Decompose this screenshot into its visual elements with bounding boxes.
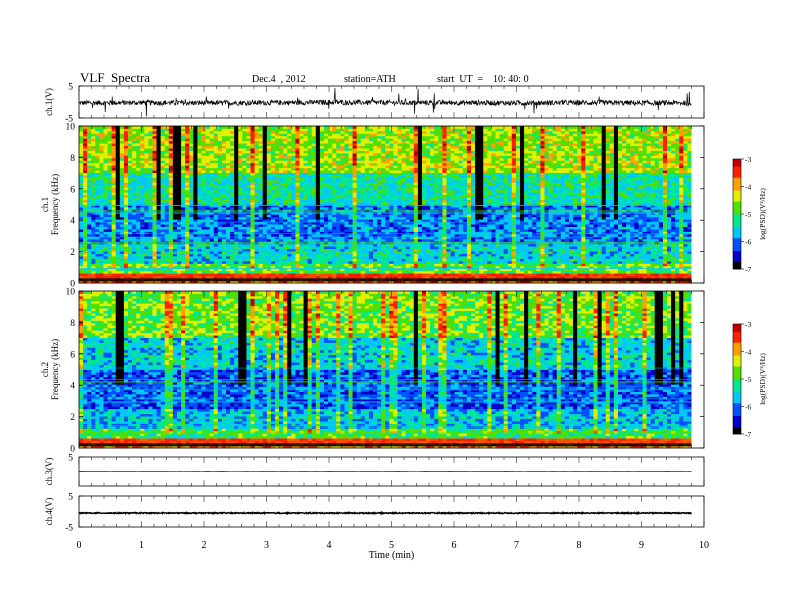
xtick-label: 1: [139, 540, 144, 551]
ch2-spectrogram-colorbar-tick-label: -5: [745, 375, 751, 384]
xtick-label: 4: [327, 540, 332, 551]
ch1-spectrogram-colorbar-tick-label: -7: [745, 265, 751, 274]
ch1-spectrogram-ylabel-freq: Frequency (kHz): [50, 174, 60, 235]
ch1-spectrogram-colorbar: [733, 159, 741, 270]
ch1-spectrogram-colorbar-tick-label: -3: [745, 155, 751, 164]
ch2-spectrogram-colorbar-tick-label: -7: [745, 430, 751, 439]
ch2-spectrogram-ytick-label: 10: [66, 288, 76, 298]
ch1-spectrogram-ytick-label: 10: [66, 123, 76, 133]
xaxis-label: Time (min): [369, 550, 414, 561]
ch4-waveform-ytick-label: 5: [68, 493, 73, 503]
ch3-waveform-ylabel: ch.3(V): [44, 458, 54, 486]
ch2-spectrogram-ylabel-channel: ch.2: [40, 362, 50, 377]
ch1-spectrogram-ytick-label: 2: [70, 248, 75, 258]
xtick-label: 3: [264, 540, 269, 551]
xtick-label: 9: [639, 540, 644, 551]
ch1-spectrogram-ytick-label: 0: [70, 280, 75, 290]
ch1-waveform-trace: [78, 87, 692, 117]
ch1-spectrogram-colorbar-tick-label: -4: [745, 183, 751, 192]
ch1-spectrogram-colorbar-tick-label: -6: [745, 238, 751, 247]
ch1-spectrogram-colorbar-tick-label: -5: [745, 210, 751, 219]
ch1-waveform-ylabel: ch.1(V): [44, 88, 54, 116]
ch4-waveform-trace: [78, 510, 692, 516]
ch2-spectrogram-ytick-label: 4: [70, 382, 75, 392]
xtick-label: 6: [452, 540, 457, 551]
ch2-spectrogram-ylabel-freq: Frequency (kHz): [50, 339, 60, 400]
ch1-waveform-ytick-label: 5: [68, 83, 73, 93]
ch1-waveform-ytick-label: -5: [65, 115, 73, 125]
xtick-label: 5: [389, 540, 394, 551]
ch1-spectrogram-colorbar-label: log(PSD)(V²/Hz): [758, 188, 767, 240]
ch2-spectrogram-colorbar-label: log(PSD)(V²/Hz): [758, 353, 767, 405]
ch2-spectrogram-ytick-label: 2: [70, 413, 75, 423]
ch2-spectrogram-ytick-label: 0: [70, 445, 75, 455]
ch1-spectrogram-image: [79, 126, 704, 284]
ch2-spectrogram-colorbar-tick-label: -4: [745, 348, 751, 357]
ch1-spectrogram-ytick-label: 4: [70, 217, 75, 227]
ch2-spectrogram-ytick-label: 8: [70, 319, 75, 329]
xtick-label: 2: [202, 540, 207, 551]
xtick-label: 7: [514, 540, 519, 551]
ch1-spectrogram-ytick-label: 8: [70, 154, 75, 164]
figure-title: VLF Spectra: [80, 70, 151, 85]
ch2-spectrogram-colorbar: [733, 324, 741, 435]
start-time-label: start UT = 10: 40: 0: [437, 74, 529, 85]
ch2-spectrogram-ytick-label: 6: [70, 350, 75, 360]
xtick-label: 8: [577, 540, 582, 551]
ch1-spectrogram-ytick-label: 6: [70, 185, 75, 195]
ch4-waveform-ytick-label: -5: [65, 524, 73, 534]
ch3-waveform-ytick-label: 5: [68, 454, 73, 464]
ch1-spectrogram-ylabel-channel: ch.1: [40, 197, 50, 212]
ch2-spectrogram-colorbar-tick-label: -3: [745, 320, 751, 329]
xtick-label: 0: [77, 540, 82, 551]
ch4-waveform-ylabel: ch.4(V): [44, 498, 54, 526]
xtick-label: 10: [699, 540, 709, 551]
ch2-spectrogram-colorbar-tick-label: -6: [745, 403, 751, 412]
station-label: station=ATH: [344, 74, 396, 85]
date-label: Dec.4 , 2012: [252, 74, 306, 85]
ch2-spectrogram-image: [79, 291, 704, 449]
